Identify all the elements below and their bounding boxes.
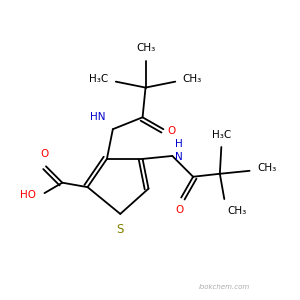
Text: H₃C: H₃C bbox=[212, 130, 231, 140]
Text: O: O bbox=[176, 205, 184, 215]
Text: CH₃: CH₃ bbox=[136, 44, 155, 53]
Text: N: N bbox=[175, 152, 182, 162]
Text: O: O bbox=[40, 149, 49, 159]
Text: HO: HO bbox=[20, 190, 36, 200]
Text: H₃C: H₃C bbox=[89, 74, 108, 84]
Text: O: O bbox=[168, 126, 176, 136]
Text: HN: HN bbox=[90, 112, 105, 122]
Text: CH₃: CH₃ bbox=[183, 74, 202, 84]
Text: lookchem.com: lookchem.com bbox=[199, 284, 250, 290]
Text: H: H bbox=[175, 139, 183, 148]
Text: CH₃: CH₃ bbox=[257, 163, 276, 173]
Text: S: S bbox=[117, 223, 124, 236]
Text: CH₃: CH₃ bbox=[227, 206, 247, 217]
